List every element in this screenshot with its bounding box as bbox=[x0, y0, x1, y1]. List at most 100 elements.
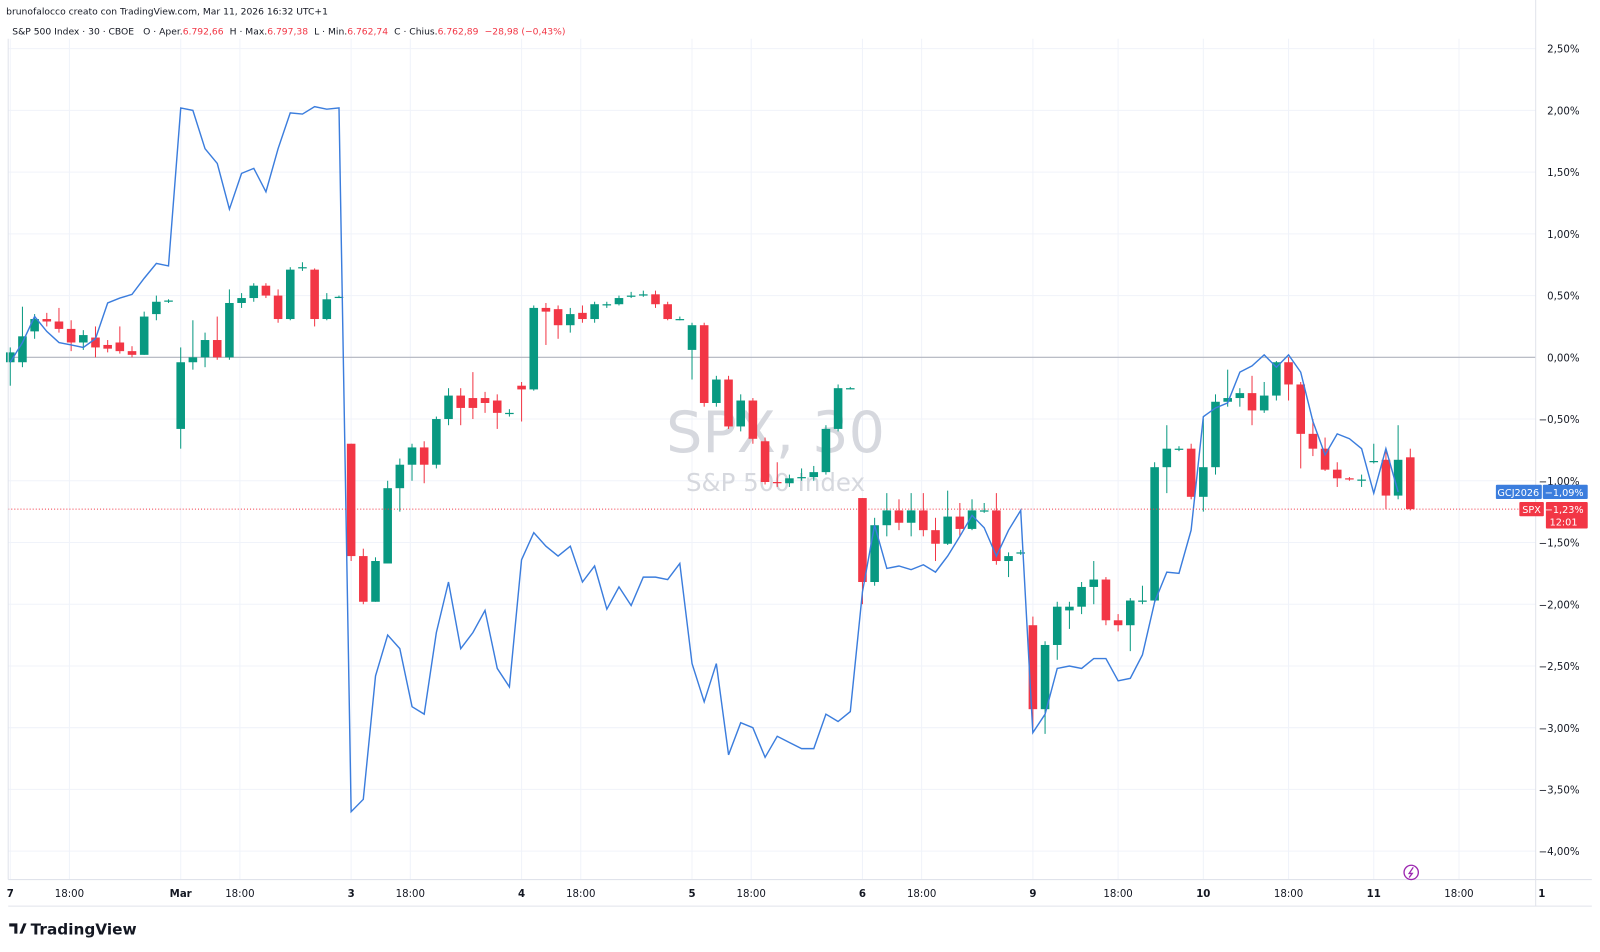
badge-value: −1,23% bbox=[1545, 505, 1584, 516]
candle-body bbox=[91, 337, 100, 348]
y-tick-label: −2,00% bbox=[1539, 600, 1580, 611]
candle-body bbox=[1199, 467, 1208, 497]
candle-body bbox=[273, 295, 283, 320]
candle-body bbox=[79, 335, 88, 343]
legend-field-label: O · Aper. bbox=[143, 27, 183, 38]
candle-body bbox=[845, 388, 855, 390]
y-tick-label: 0,50% bbox=[1547, 292, 1580, 303]
candle-body bbox=[66, 328, 76, 343]
candle-body bbox=[164, 300, 173, 302]
candle-body bbox=[639, 294, 648, 296]
y-tick-label: 2,50% bbox=[1547, 45, 1580, 56]
candle-body bbox=[772, 482, 782, 484]
candle-body bbox=[322, 299, 332, 320]
candle-body bbox=[797, 477, 806, 479]
legend-field-value: 6.762,74 bbox=[347, 27, 388, 38]
y-tick-label: 2,00% bbox=[1547, 106, 1580, 117]
candle-body bbox=[5, 352, 15, 363]
candle-body bbox=[1174, 448, 1184, 450]
candle-body bbox=[1332, 469, 1342, 479]
y-tick-label: −4,00% bbox=[1539, 847, 1580, 858]
candle-body bbox=[919, 510, 928, 531]
y-tick-label: −2,50% bbox=[1539, 662, 1580, 673]
candle-body bbox=[115, 342, 125, 352]
y-tick-label: 0,00% bbox=[1547, 353, 1580, 364]
x-tick-label: 18:00 bbox=[1103, 889, 1132, 900]
candle-body bbox=[1223, 398, 1232, 402]
x-tick-label: 18:00 bbox=[225, 889, 254, 900]
y-tick-label: −1,00% bbox=[1539, 477, 1580, 488]
grid bbox=[8, 38, 1536, 880]
x-tick-label: 4 bbox=[518, 889, 525, 900]
candle-body bbox=[785, 478, 794, 484]
legend-field-value: 6.797,38 bbox=[267, 27, 308, 38]
candle-body bbox=[724, 379, 733, 427]
candle-body bbox=[30, 319, 39, 332]
x-tick-label: 3 bbox=[348, 889, 355, 900]
candle-body bbox=[553, 309, 563, 326]
candle-body bbox=[285, 269, 295, 320]
candle-body bbox=[614, 298, 624, 305]
legend: S&P 500 Index · 30 · CBOE O · Aper.6.792… bbox=[12, 27, 565, 38]
legend-field-label: L · Min. bbox=[314, 27, 347, 38]
x-tick-label: 18:00 bbox=[1274, 889, 1303, 900]
status-icon bbox=[1403, 864, 1420, 881]
candle-body bbox=[602, 304, 612, 306]
candle-body bbox=[468, 398, 478, 408]
candle-body bbox=[1381, 459, 1391, 496]
candle-body bbox=[955, 516, 965, 529]
y-tick-label: −0,50% bbox=[1539, 415, 1580, 426]
x-tick-label: 18:00 bbox=[396, 889, 425, 900]
candle-body bbox=[505, 412, 514, 415]
candle-body bbox=[1369, 461, 1379, 463]
candle-body bbox=[249, 285, 259, 299]
candle-body bbox=[833, 388, 843, 429]
candle-body bbox=[419, 447, 429, 465]
candle-body bbox=[1235, 393, 1245, 399]
badge-value-bg bbox=[1545, 502, 1588, 529]
plot bbox=[5, 105, 1536, 814]
candle-body bbox=[212, 340, 222, 358]
candle-body bbox=[346, 443, 356, 557]
candle-body bbox=[1259, 395, 1269, 411]
candle-body bbox=[152, 301, 161, 315]
candle-body bbox=[1028, 625, 1038, 710]
y-tick-label: −3,00% bbox=[1539, 724, 1580, 735]
x-tick-label: 18:00 bbox=[55, 889, 84, 900]
candle-body bbox=[1272, 362, 1281, 396]
legend-symbol: S&P 500 Index · 30 · CBOE bbox=[12, 27, 134, 38]
candle-body bbox=[967, 510, 977, 529]
x-tick-label: 11 bbox=[1367, 889, 1381, 900]
x-tick-label: 6 bbox=[859, 889, 866, 900]
candle-body bbox=[1296, 384, 1306, 434]
candle-body bbox=[127, 351, 137, 355]
legend-field-value: 6.792,66 bbox=[183, 27, 224, 38]
candle-body bbox=[261, 285, 271, 296]
candle-body bbox=[1345, 478, 1354, 480]
candle-body bbox=[590, 304, 599, 320]
x-tick-label: 10 bbox=[1196, 889, 1210, 900]
legend-change: −28,98 (−0,43%) bbox=[485, 27, 566, 38]
candle-body bbox=[383, 488, 392, 564]
candle-body bbox=[176, 362, 185, 429]
candle-body bbox=[1211, 401, 1220, 468]
x-tick-label: 18:00 bbox=[737, 889, 766, 900]
candle-body bbox=[760, 441, 770, 483]
candle-body bbox=[1320, 448, 1330, 470]
candle-body bbox=[821, 428, 831, 473]
candle-body bbox=[188, 357, 198, 363]
candle-body bbox=[687, 325, 697, 350]
legend-field-value: 6.762,89 bbox=[438, 27, 479, 38]
y-tick-label: −3,50% bbox=[1539, 786, 1580, 797]
candle-body bbox=[699, 325, 709, 403]
x-tick-label: 9 bbox=[1029, 889, 1036, 900]
x-tick-label: 5 bbox=[688, 889, 695, 900]
candle-body bbox=[626, 295, 636, 297]
x-tick-label: 18:00 bbox=[907, 889, 936, 900]
candle-body bbox=[200, 340, 210, 358]
candle-body bbox=[1125, 600, 1135, 626]
candle-body bbox=[565, 314, 575, 326]
candle-body bbox=[298, 267, 307, 269]
candle-body bbox=[225, 302, 234, 358]
